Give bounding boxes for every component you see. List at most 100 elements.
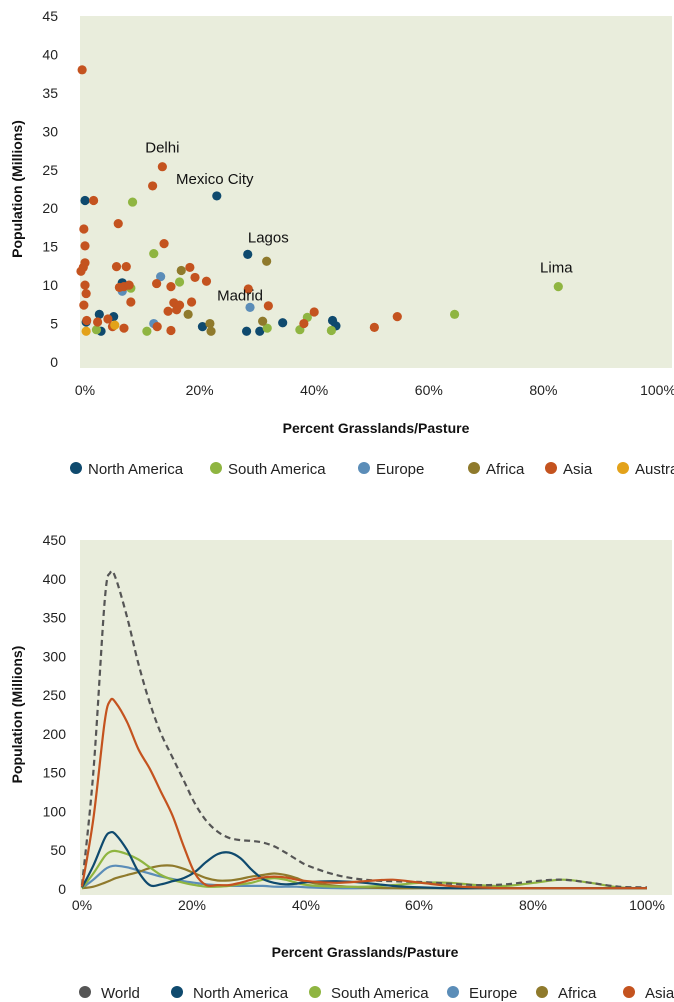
city-label-mexico-city: Mexico City (176, 171, 254, 188)
point-asia (148, 181, 158, 191)
point-north-america (241, 326, 252, 336)
x-tick-label: 40% (300, 382, 328, 398)
point-asia (163, 306, 173, 316)
point-asia (93, 317, 103, 327)
point-asia (157, 162, 167, 172)
y-tick-label: 40 (42, 46, 58, 62)
y-tick-label: 250 (43, 687, 67, 703)
point-south-america (174, 277, 185, 287)
legend-label: South America (331, 985, 429, 1002)
point-north-america (255, 326, 265, 336)
point-asia (80, 241, 90, 251)
point-asia (88, 195, 99, 206)
y-tick-label: 35 (42, 85, 58, 101)
legend-marker (309, 986, 321, 998)
point-north-america (212, 191, 222, 201)
city-label-lima: Lima (540, 260, 573, 277)
legend-marker (447, 986, 459, 998)
point-asia (166, 325, 176, 336)
y-tick-label: 25 (42, 162, 58, 178)
y-tick-label: 15 (42, 239, 58, 255)
point-asia (152, 278, 162, 289)
point-south-america (149, 248, 159, 259)
legend-marker (617, 462, 629, 474)
point-south-america (326, 325, 336, 336)
y-tick-label: 300 (43, 648, 67, 664)
x-tick-label: 20% (186, 382, 214, 398)
legend-marker (623, 986, 635, 998)
legend-label: World (101, 985, 140, 1002)
point-asia (186, 297, 197, 307)
point-asia (119, 323, 129, 333)
point-asia (124, 280, 134, 290)
y-tick-label: 400 (43, 571, 67, 587)
x-axis-title: Percent Grasslands/Pasture (272, 944, 459, 960)
point-asia (77, 65, 87, 75)
point-asia (111, 262, 122, 272)
point-asia (369, 322, 379, 332)
point-south-america (91, 325, 102, 335)
y-tick-label: 200 (43, 726, 67, 742)
point-south-america (142, 326, 152, 336)
point-asia (174, 300, 185, 310)
point-africa (206, 326, 216, 336)
legend-label: Europe (376, 461, 424, 478)
x-tick-label: 80% (529, 382, 557, 398)
point-asia (126, 297, 136, 307)
point-asia (82, 315, 92, 326)
point-asia (121, 262, 131, 272)
x-tick-label: 60% (405, 897, 433, 913)
y-tick-label: 50 (50, 842, 66, 858)
point-asia (80, 280, 90, 290)
y-axis-title: Population (Millions) (9, 646, 25, 784)
legend-label: Europe (469, 985, 517, 1002)
y-tick-label: 20 (42, 200, 58, 216)
y-tick-label: 5 (50, 316, 58, 332)
point-africa (205, 318, 215, 329)
point-europe (156, 272, 166, 282)
city-label-delhi: Delhi (145, 140, 179, 157)
x-axis-title: Percent Grasslands/Pasture (283, 420, 470, 436)
y-tick-label: 0 (58, 881, 66, 897)
legend-label: South America (228, 461, 326, 478)
point-asia (80, 258, 90, 268)
point-asia (159, 238, 169, 249)
point-asia (79, 300, 89, 310)
x-tick-label: 0% (75, 382, 95, 398)
point-africa (183, 309, 193, 319)
y-tick-label: 10 (42, 277, 58, 293)
point-asia (103, 314, 113, 324)
x-tick-label: 60% (415, 382, 443, 398)
legend-label: Africa (486, 461, 525, 478)
point-north-america (197, 322, 208, 332)
city-label-madrid: Madrid (217, 287, 263, 304)
point-africa (176, 265, 186, 276)
point-asia (243, 284, 253, 294)
point-south-america (553, 282, 563, 292)
y-tick-label: 150 (43, 765, 67, 781)
point-africa (258, 316, 268, 326)
point-south-america (449, 309, 460, 319)
x-tick-label: 0% (72, 897, 92, 913)
point-australia (81, 326, 91, 336)
point-south-america (127, 197, 138, 207)
point-asia (113, 219, 123, 229)
legend-marker (536, 986, 548, 998)
legend-label: Asia (645, 985, 674, 1002)
point-north-america (278, 318, 288, 328)
legend-marker (210, 462, 222, 474)
legend-label: Australia (635, 461, 674, 478)
legend-label: North America (193, 985, 289, 1002)
y-axis-title: Population (Millions) (9, 120, 25, 258)
point-asia (299, 318, 309, 329)
point-asia (392, 312, 402, 322)
point-asia (166, 282, 176, 292)
y-tick-label: 45 (42, 8, 58, 24)
point-north-america (243, 249, 253, 259)
y-tick-label: 0 (50, 354, 58, 370)
legend-label: North America (88, 461, 184, 478)
point-asia (152, 322, 162, 332)
point-north-america (80, 195, 90, 206)
point-europe (245, 302, 255, 313)
series-line-asia (80, 697, 647, 890)
